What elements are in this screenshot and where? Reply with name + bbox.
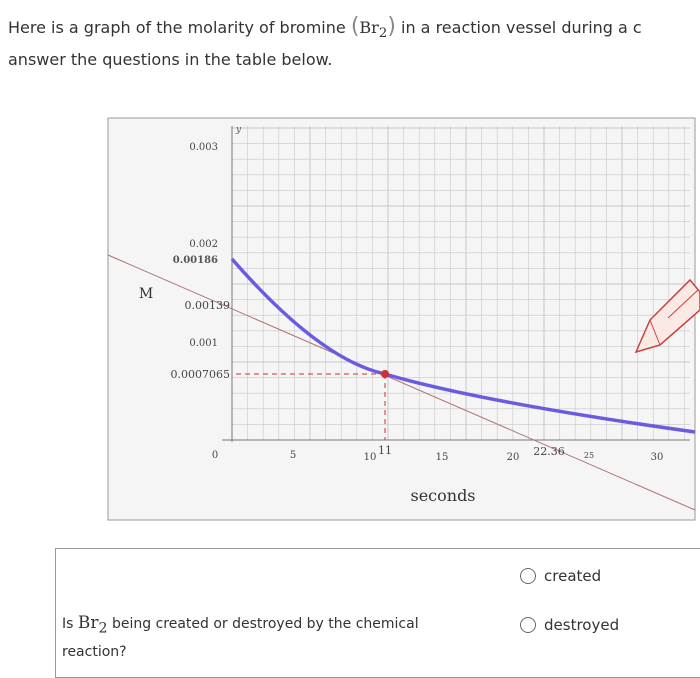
y-variable: M bbox=[139, 286, 153, 302]
intro-line-1: Here is a graph of the molarity of bromi… bbox=[8, 14, 642, 41]
paren: ( bbox=[350, 14, 360, 39]
symbol: Br bbox=[359, 18, 379, 37]
x-tick-label: 10 bbox=[364, 452, 377, 463]
y-tick-label: 0.003 bbox=[189, 142, 218, 153]
option-label: destroyed bbox=[544, 616, 620, 634]
text: being created or destroyed by the chemic… bbox=[111, 616, 419, 632]
x-axis-label: seconds bbox=[410, 486, 475, 505]
y-tick-label: 0.00186 bbox=[173, 255, 218, 266]
y-tick-label: 0.0007065 bbox=[171, 368, 231, 381]
x-tick-label: 5 bbox=[290, 450, 296, 461]
paren: ) bbox=[387, 14, 396, 39]
text: Is bbox=[62, 616, 74, 632]
option-label: created bbox=[544, 567, 602, 585]
x-tick-label: 11 bbox=[378, 444, 392, 457]
y-tick-label: 0.00139 bbox=[185, 299, 231, 312]
y-axis-name: y bbox=[235, 125, 242, 135]
point bbox=[381, 370, 389, 378]
graph: y M 0.003 0.002 0.00186 0.00139 0.001 0.… bbox=[107, 117, 700, 521]
question-line-2: reaction? bbox=[62, 644, 127, 660]
x-tick-label: 15 bbox=[436, 452, 449, 463]
intro-line-2: answer the questions in the table below. bbox=[8, 50, 333, 69]
x-tick-label: 20 bbox=[507, 452, 520, 463]
pencil-icon bbox=[634, 278, 700, 354]
tangent-line bbox=[107, 254, 696, 511]
graph-frame bbox=[107, 117, 696, 521]
formula: Br2 bbox=[77, 613, 108, 637]
option-destroyed[interactable]: destroyed bbox=[520, 616, 619, 634]
subscript: 2 bbox=[98, 620, 108, 637]
radio[interactable] bbox=[520, 568, 536, 584]
formula: Br2 bbox=[359, 18, 387, 41]
y-tick-label: 0.001 bbox=[189, 338, 218, 349]
x-tick-label: 30 bbox=[651, 452, 664, 463]
radio[interactable] bbox=[520, 617, 536, 633]
curve bbox=[230, 257, 696, 434]
text: in a reaction vessel during a c bbox=[401, 18, 642, 37]
question-line-1: Is Br2 being created or destroyed by the… bbox=[62, 613, 419, 636]
x-tick-label: 25 bbox=[584, 451, 594, 460]
x-tick-label: 0 bbox=[212, 450, 218, 461]
subscript: 2 bbox=[378, 26, 388, 42]
option-created[interactable]: created bbox=[520, 567, 601, 585]
symbol: Br bbox=[77, 613, 99, 633]
x-tick-label: 22.36 bbox=[533, 445, 565, 458]
text: Here is a graph of the molarity of bromi… bbox=[8, 18, 346, 37]
y-tick-label: 0.002 bbox=[189, 239, 218, 250]
